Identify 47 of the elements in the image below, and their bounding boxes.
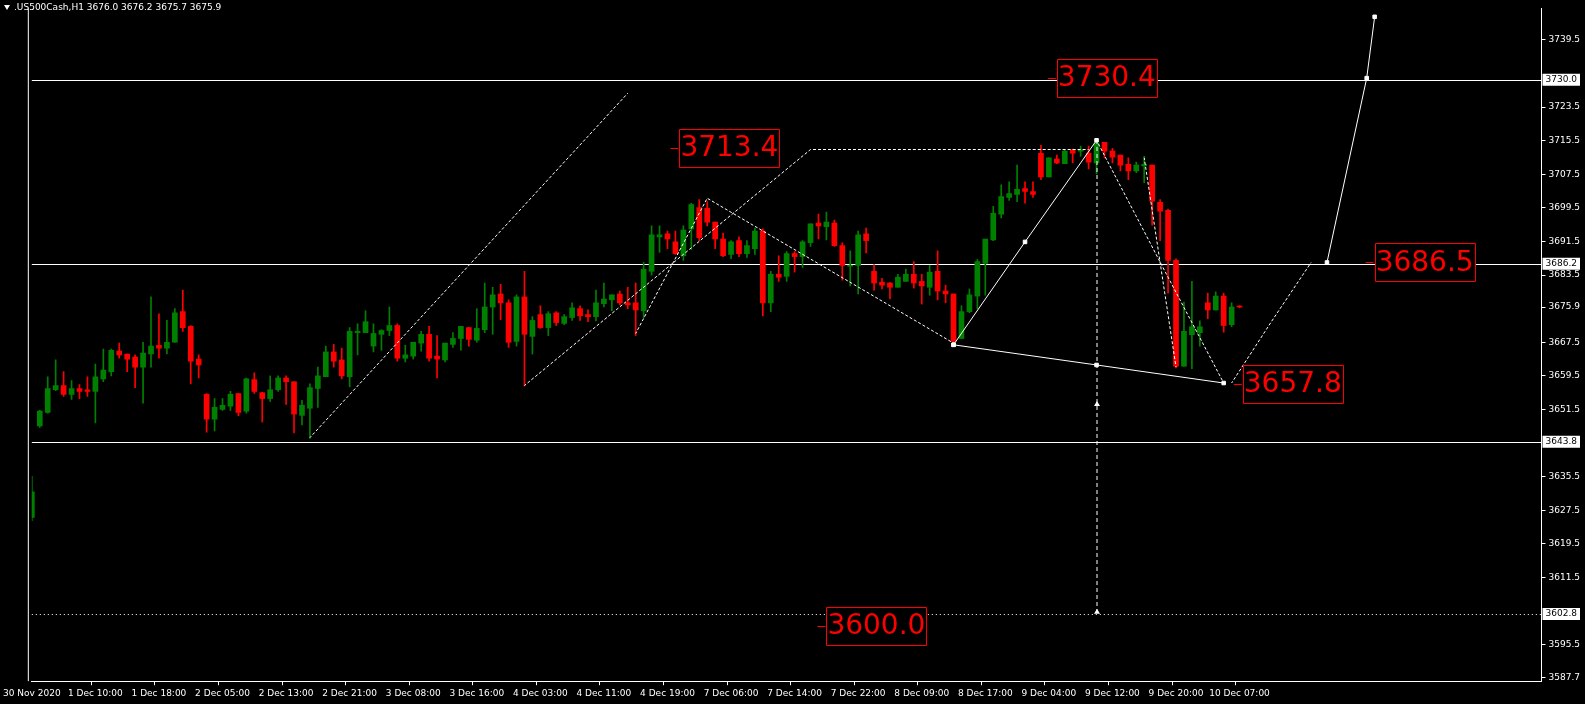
y-tick-label: 3667.5 — [1548, 336, 1581, 347]
x-tick-label: 2 Dec 13:00 — [258, 687, 314, 698]
x-tick-label: 8 Dec 17:00 — [957, 687, 1013, 698]
chart-title: .US500Cash,H1 3676.0 3676.2 3675.7 3675.9 — [14, 2, 222, 13]
ref-line-label: 3602.8 — [1545, 608, 1578, 619]
x-tick-label: 9 Dec 20:00 — [1148, 687, 1204, 698]
annotation: 3600.0 — [827, 608, 926, 642]
y-tick-label: 3595.5 — [1548, 639, 1581, 650]
ref-line-label: 3643.8 — [1545, 436, 1578, 447]
x-tick-label: 30 Nov 2020 — [2, 687, 61, 698]
y-tick-label: 3611.5 — [1548, 571, 1581, 582]
x-tick-label: 4 Dec 03:00 — [512, 687, 569, 698]
annotation: 3730.4 — [1057, 60, 1156, 94]
ref-line-label: 3730.0 — [1545, 74, 1578, 85]
y-tick-label: 3707.5 — [1548, 168, 1581, 179]
x-tick-label: 7 Dec 06:00 — [703, 687, 759, 698]
x-tick-label: 1 Dec 10:00 — [67, 687, 124, 698]
annotation: 3657.8 — [1243, 366, 1342, 400]
y-tick-label: 3715.5 — [1548, 135, 1581, 146]
y-tick-label: 3619.5 — [1548, 538, 1581, 549]
y-tick-label: 3683.5 — [1548, 269, 1581, 280]
x-tick-label: 10 Dec 07:00 — [1209, 687, 1271, 698]
y-tick-label: 3635.5 — [1548, 471, 1581, 482]
y-tick-label: 3723.5 — [1548, 101, 1581, 112]
x-tick-label: 7 Dec 22:00 — [830, 687, 886, 698]
x-tick-label: 2 Dec 21:00 — [322, 687, 378, 698]
x-tick-label: 4 Dec 19:00 — [640, 687, 696, 698]
y-tick-label: 3675.9 — [1548, 301, 1581, 312]
x-tick-label: 1 Dec 18:00 — [131, 687, 187, 698]
y-tick-label: 3691.5 — [1548, 235, 1581, 246]
x-tick-label: 7 Dec 14:00 — [767, 687, 823, 698]
x-tick-label: 9 Dec 04:00 — [1021, 687, 1077, 698]
y-tick-label: 3651.5 — [1548, 403, 1581, 414]
annotation: 3713.4 — [680, 129, 779, 163]
ref-line-label: 3686.2 — [1545, 258, 1578, 269]
y-tick-label: 3587.7 — [1548, 671, 1581, 682]
x-tick-label: 2 Dec 05:00 — [195, 687, 251, 698]
x-tick-label: 3 Dec 16:00 — [449, 687, 505, 698]
x-tick-label: 8 Dec 09:00 — [894, 687, 950, 698]
y-tick-label: 3739.5 — [1548, 34, 1581, 45]
y-tick-label: 3699.5 — [1548, 202, 1581, 213]
x-tick-label: 4 Dec 11:00 — [576, 687, 632, 698]
annotation: 3686.5 — [1375, 244, 1474, 278]
x-tick-label: 3 Dec 08:00 — [385, 687, 441, 698]
y-tick-label: 3627.5 — [1548, 504, 1581, 515]
y-tick-label: 3659.5 — [1548, 370, 1581, 381]
x-tick-label: 9 Dec 12:00 — [1085, 687, 1141, 698]
